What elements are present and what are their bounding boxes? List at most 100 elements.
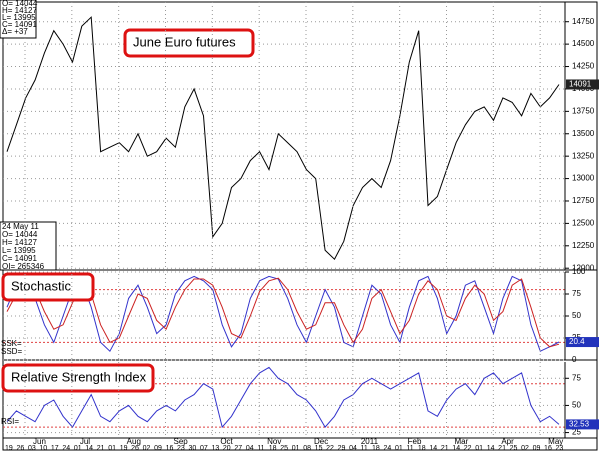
day-label: 17 [51, 445, 59, 452]
panel-title: June Euro futures [133, 34, 236, 49]
day-label: 01 [395, 445, 403, 452]
day-label: 18 [372, 445, 380, 452]
day-label: 10 [39, 445, 47, 452]
quote-line: O= 14044 [2, 230, 38, 239]
y-tick-label: 13750 [572, 106, 595, 115]
day-label: 01 [108, 445, 116, 452]
y-tick-label: 12500 [572, 219, 595, 228]
day-label: 14 [487, 445, 495, 452]
quote-line: L= 13995 [2, 246, 36, 255]
day-label: 09 [533, 445, 541, 452]
y-tick-label: 13000 [572, 174, 595, 183]
month-label: Apr [501, 437, 514, 446]
day-label: 26 [131, 445, 139, 452]
day-label: 01 [74, 445, 82, 452]
day-label: 22 [464, 445, 472, 452]
day-label: 02 [143, 445, 151, 452]
y-tick-label: 12250 [572, 241, 595, 250]
quote-line: C= 14091 [2, 20, 37, 29]
day-label: 13 [211, 445, 219, 452]
month-label: Jul [80, 437, 90, 446]
quote-line: L= 13995 [2, 13, 36, 22]
legend-entry: SSK= [1, 339, 22, 348]
y-tick-label: 14750 [572, 17, 595, 26]
y-tick-label: 12750 [572, 196, 595, 205]
day-label: 23 [556, 445, 564, 452]
y-tick-label: 75 [572, 289, 581, 298]
day-label: 16 [544, 445, 552, 452]
day-label: 16 [166, 445, 174, 452]
y-tick-label: 100 [572, 267, 586, 276]
y-tick-label: 50 [572, 401, 581, 410]
day-label: 08 [303, 445, 311, 452]
month-label: Nov [267, 437, 281, 446]
quote-line: H= 14127 [2, 6, 37, 15]
quote-line: C= 14091 [2, 254, 37, 263]
quote-line: H= 14127 [2, 238, 37, 247]
day-label: 20 [223, 445, 231, 452]
data-line [6, 275, 560, 353]
panel-title: Stochastic [11, 278, 71, 293]
last-value-label: 14091 [569, 80, 592, 89]
annotation-box [1, 272, 95, 302]
day-label: 18 [269, 445, 277, 452]
month-label: Mar [455, 437, 469, 446]
day-label: 15 [315, 445, 323, 452]
quote-line: Δ= +37 [2, 27, 28, 36]
quote-box [0, 0, 37, 39]
day-label: 04 [349, 445, 357, 452]
last-value-box [566, 79, 599, 90]
day-label: 01 [475, 445, 483, 452]
day-label: 14 [452, 445, 460, 452]
day-label: 11 [406, 445, 413, 452]
month-label: 2011 [361, 437, 379, 446]
month-label: Dec [314, 437, 328, 446]
y-tick-label: 13250 [572, 151, 595, 160]
day-label: 29 [338, 445, 346, 452]
day-label: 19 [120, 445, 128, 452]
y-tick-label: 75 [572, 373, 581, 382]
day-label: 25 [510, 445, 518, 452]
y-tick-label: 50 [572, 311, 581, 320]
data-line [6, 366, 560, 429]
month-label: Jun [33, 437, 46, 446]
day-label: 25 [280, 445, 288, 452]
month-label: May [548, 437, 563, 446]
day-label: 23 [177, 445, 185, 452]
y-tick-label: 14500 [572, 39, 595, 48]
quote-box [0, 221, 57, 271]
month-label: Sep [174, 437, 189, 446]
last-value-box [566, 419, 599, 430]
day-label: 27 [234, 445, 242, 452]
month-label: Oct [220, 437, 233, 446]
day-label: 14 [429, 445, 437, 452]
y-tick-label: 13500 [572, 129, 595, 138]
data-line [6, 16, 560, 261]
y-tick-label: 14250 [572, 62, 595, 71]
annotation-box [123, 28, 255, 58]
day-label: 21 [498, 445, 506, 452]
day-label: 07 [200, 445, 208, 452]
day-label: 03 [28, 445, 36, 452]
day-label: 09 [154, 445, 162, 452]
quote-line: O= 14044 [2, 0, 38, 8]
day-label: 14 [85, 445, 93, 452]
day-label: 21 [97, 445, 105, 452]
annotation-box [1, 363, 155, 393]
month-label: Feb [408, 437, 422, 446]
day-label: 01 [292, 445, 300, 452]
day-label: 19 [5, 445, 13, 452]
legend-entry: RSI= [1, 417, 19, 426]
quote-line: 24 May 11 [2, 222, 39, 231]
day-label: 18 [418, 445, 426, 452]
y-tick-label: 25 [572, 428, 581, 437]
day-label: 30 [189, 445, 197, 452]
quote-line: OI= 265346 [2, 262, 45, 271]
y-tick-label: 0 [572, 355, 577, 364]
day-label: 22 [326, 445, 334, 452]
panel-title: Relative Strength Index [11, 369, 147, 384]
day-label: 11 [257, 445, 264, 452]
last-value-label: 20.4 [569, 337, 585, 346]
day-label: 24 [62, 445, 70, 452]
